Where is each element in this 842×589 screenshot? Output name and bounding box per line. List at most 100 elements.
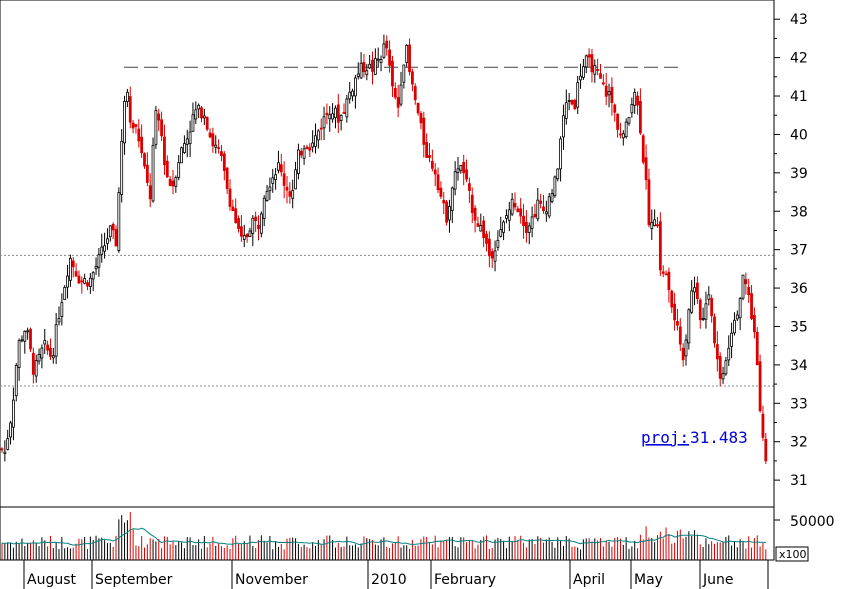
candle-body [262,197,266,219]
volume-tick-label: 50000 [790,514,835,530]
candle-body [83,278,87,284]
candle-body [288,191,292,197]
candle-body [681,347,685,361]
candle-body [567,100,571,102]
candle-body [690,290,694,313]
candle-body [348,91,352,100]
candle-body [200,107,203,119]
price-tick-label: 34 [790,358,808,374]
candle-body [331,113,335,120]
candle-body [294,169,297,190]
candle-body [733,319,736,334]
candle-body [308,147,312,151]
candle-body [673,303,676,321]
candle-body [687,309,691,344]
candle-body [123,101,126,144]
candle-body [0,448,4,451]
candle-body [667,271,671,291]
candle-body [419,113,423,124]
candle-body [704,303,708,320]
candle-body [117,192,121,251]
time-axis: August September November 2010 February April… [0,559,774,589]
candle-body [251,217,255,234]
candle-body [359,62,363,79]
candle-body [282,173,286,186]
candle-body [202,115,206,119]
candle-body [34,360,38,377]
candle-body [106,238,109,244]
candle-body [482,220,486,238]
candle-body [20,339,24,342]
candle-body [205,117,209,130]
price-panel: 31 32 33 34 35 36 37 38 39 40 41 42 43 proj: 31.483 [0,0,808,508]
candle-body [413,86,417,101]
candle-body [69,257,72,281]
volume-panel: 50000 x100 [0,506,835,562]
price-tick-label: 39 [790,166,808,182]
candle-body [656,224,659,227]
candle-body [220,151,223,157]
candle-body [174,177,178,187]
candle-body [77,275,81,284]
candle-body [371,59,374,72]
projection-label: proj: [641,428,689,447]
candle-body [151,144,155,202]
volume-multiplier-label: x100 [779,548,807,561]
candle-body [334,107,337,118]
candle-body [487,238,491,257]
candle-body [465,169,468,180]
candle-body [562,115,565,138]
time-label: June [702,572,734,588]
candle-body [405,45,409,63]
candle-body [582,66,585,78]
candle-body [382,43,386,58]
candle-body [277,162,280,171]
candle-body [157,113,161,121]
candle-body [402,64,406,83]
candle-body [379,59,383,63]
candle-body [456,168,460,173]
candle-body [163,136,166,166]
candle-body [519,208,523,217]
candle-body [11,399,15,428]
candle-body [761,413,765,438]
candle-body [496,239,500,248]
candle-body [744,279,748,285]
candle-body [54,324,58,357]
candle-body [544,211,548,215]
candle-body [610,86,614,104]
time-label: September [95,572,173,588]
candle-body [710,298,714,317]
candle-body [376,58,380,61]
candle-body [556,168,560,180]
candle-body [299,150,303,156]
candle-body [470,194,474,214]
candle-body [91,272,95,280]
candle-body [100,246,104,255]
candle-body [314,135,317,147]
candle-body [245,233,249,238]
candle-body [416,102,420,114]
volume-multiplier-box [775,546,809,562]
candle-body [66,275,69,288]
time-label: November [235,572,308,588]
candle-body [641,135,645,163]
candle-body [271,177,275,184]
candle-body [351,90,354,97]
candle-body [37,354,41,362]
price-tick-label: 42 [790,51,808,67]
candle-body [473,207,477,221]
candle-body [522,215,525,227]
candle-body [764,438,768,462]
candle-body [670,290,674,308]
candle-body [120,140,124,195]
price-tick-label: 36 [790,281,808,297]
candle-body [154,110,158,145]
candle-body [485,233,488,244]
candle-body [442,199,446,204]
candle-body [140,136,144,154]
candle-body [430,160,434,169]
candle-body [661,271,665,274]
candle-body [194,109,198,120]
candle-body [590,54,594,73]
